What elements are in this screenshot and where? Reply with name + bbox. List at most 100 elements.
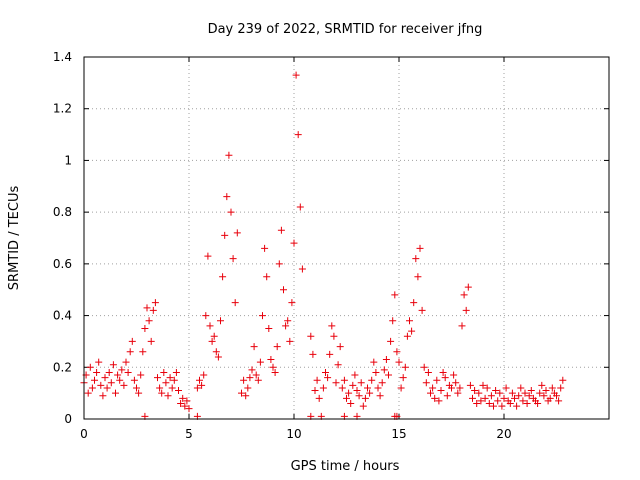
data-point bbox=[95, 358, 103, 366]
data-point bbox=[506, 399, 514, 407]
data-point bbox=[364, 384, 371, 392]
data-point bbox=[193, 384, 201, 392]
data-point bbox=[389, 317, 397, 325]
data-point bbox=[250, 343, 258, 351]
data-point bbox=[519, 397, 527, 405]
data-point bbox=[464, 283, 472, 291]
data-point bbox=[355, 392, 363, 400]
data-point bbox=[114, 371, 122, 379]
data-point bbox=[147, 337, 155, 345]
data-point bbox=[500, 394, 508, 402]
x-tick-labels: 0 5 10 15 20 bbox=[80, 427, 511, 441]
data-point bbox=[143, 304, 151, 312]
data-point bbox=[175, 387, 182, 395]
data-point bbox=[101, 374, 109, 382]
data-point bbox=[319, 384, 327, 392]
data-point bbox=[280, 286, 287, 294]
data-point bbox=[91, 376, 98, 384]
data-point bbox=[162, 379, 170, 387]
data-point bbox=[485, 399, 493, 407]
data-point bbox=[338, 384, 346, 392]
data-point bbox=[286, 337, 294, 345]
data-point bbox=[206, 322, 214, 330]
data-point bbox=[559, 376, 567, 384]
data-point bbox=[202, 312, 210, 320]
x-tick-label: 0 bbox=[80, 427, 88, 441]
data-point bbox=[254, 376, 262, 384]
data-point bbox=[217, 317, 224, 325]
data-point bbox=[198, 381, 206, 389]
data-point bbox=[513, 402, 521, 410]
data-point bbox=[86, 363, 94, 371]
data-point bbox=[99, 392, 107, 400]
data-point bbox=[433, 376, 441, 384]
data-point bbox=[473, 399, 481, 407]
data-point bbox=[97, 381, 105, 389]
data-point bbox=[214, 353, 222, 361]
data-point bbox=[418, 306, 426, 314]
y-tick-label: 0.8 bbox=[53, 205, 72, 219]
data-point bbox=[261, 244, 269, 252]
data-point bbox=[105, 368, 113, 376]
data-point bbox=[525, 392, 533, 400]
data-point bbox=[139, 348, 147, 356]
data-point bbox=[508, 389, 516, 397]
data-point bbox=[88, 384, 96, 392]
data-point bbox=[133, 384, 140, 392]
data-point bbox=[452, 379, 460, 387]
data-point bbox=[391, 291, 399, 299]
data-point bbox=[343, 394, 350, 402]
chart-title: Day 239 of 2022, SRMTID for receiver jfn… bbox=[208, 22, 483, 37]
data-point bbox=[521, 389, 529, 397]
data-point bbox=[116, 376, 124, 384]
data-point bbox=[84, 389, 92, 397]
data-point bbox=[534, 399, 542, 407]
data-point bbox=[359, 402, 367, 410]
data-point bbox=[181, 402, 189, 410]
data-point bbox=[233, 229, 241, 237]
data-point bbox=[128, 337, 136, 345]
data-point bbox=[179, 394, 187, 402]
y-tick-label: 0.2 bbox=[53, 360, 72, 374]
data-point bbox=[382, 356, 390, 364]
data-point bbox=[469, 394, 476, 402]
plot-frame bbox=[83, 56, 610, 420]
data-point bbox=[437, 387, 445, 395]
data-point bbox=[256, 358, 264, 366]
data-point bbox=[349, 381, 357, 389]
data-point bbox=[93, 368, 101, 376]
data-point bbox=[399, 374, 407, 382]
y-tick-label: 1.4 bbox=[53, 50, 72, 64]
data-point bbox=[435, 397, 443, 405]
y-tick-labels: 0 0.2 0.4 0.6 0.8 1 1.2 1.4 bbox=[53, 50, 72, 426]
data-point bbox=[477, 397, 485, 405]
data-point bbox=[450, 371, 458, 379]
data-point bbox=[252, 371, 260, 379]
data-point bbox=[151, 299, 159, 307]
data-point bbox=[370, 358, 378, 366]
data-point bbox=[240, 376, 248, 384]
data-point bbox=[296, 203, 304, 211]
data-point bbox=[277, 226, 285, 234]
grid-lines bbox=[84, 57, 609, 419]
data-point bbox=[315, 394, 323, 402]
data-point bbox=[156, 384, 164, 392]
data-point bbox=[515, 392, 523, 400]
data-point bbox=[372, 368, 380, 376]
data-point bbox=[107, 379, 115, 387]
data-point bbox=[120, 381, 128, 389]
data-point bbox=[246, 374, 254, 382]
data-point bbox=[126, 348, 134, 356]
data-point bbox=[462, 306, 470, 314]
data-point bbox=[548, 384, 556, 392]
data-point bbox=[357, 379, 365, 387]
data-point bbox=[431, 394, 439, 402]
data-point bbox=[168, 384, 176, 392]
data-point bbox=[366, 389, 374, 397]
data-point bbox=[443, 392, 451, 400]
y-tick-label: 1.2 bbox=[53, 102, 72, 116]
data-point bbox=[351, 371, 359, 379]
data-point bbox=[267, 356, 275, 364]
data-point bbox=[313, 376, 321, 384]
data-point bbox=[259, 312, 266, 320]
